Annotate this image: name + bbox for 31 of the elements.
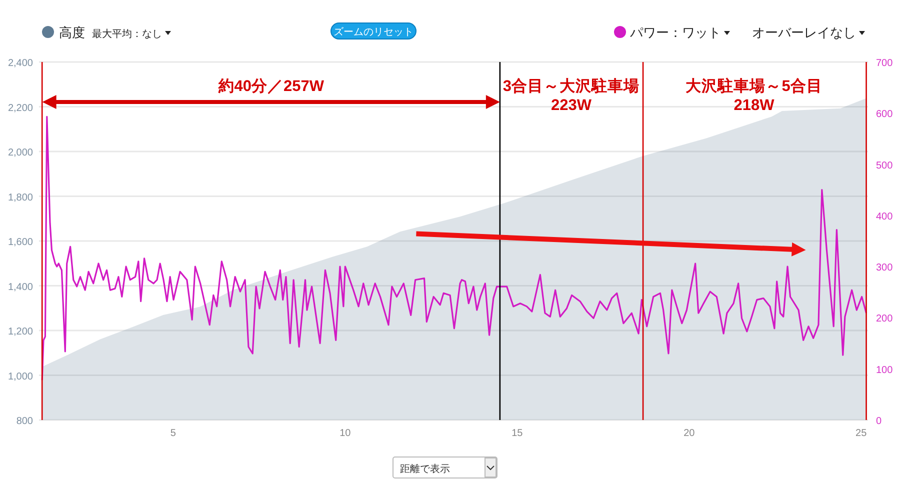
- y-tick-label: 1,200: [8, 326, 34, 338]
- text: 最大平均：なし: [92, 28, 162, 40]
- x-tick-label: 25: [856, 428, 868, 439]
- y2-tick-label: 400: [876, 211, 894, 222]
- y2-tick-label: 100: [876, 364, 894, 376]
- legend-label: パワー：ワット: [629, 25, 721, 40]
- y-tick-label: 2,400: [8, 58, 34, 69]
- y2-tick-label: 300: [876, 262, 894, 274]
- x-tick-label: 10: [340, 428, 352, 439]
- y-tick-label: 1,400: [8, 282, 34, 293]
- y-tick-label: 2,000: [8, 148, 34, 158]
- y2-tick-label: 500: [876, 160, 894, 172]
- x-tick-label: 15: [512, 428, 524, 439]
- y2-tick-label: 600: [876, 109, 894, 120]
- annotation: 大沢駐車場～5合目 218W: [686, 77, 822, 114]
- y-tick-label: 1,800: [8, 192, 34, 204]
- text: ズームのリセット: [334, 26, 414, 38]
- annotation: 約40分／257W: [217, 77, 324, 95]
- y-tick-label: 1,600: [8, 237, 34, 248]
- y-tick-label: 2,200: [8, 102, 34, 114]
- text: オーバーレイなし: [752, 25, 856, 40]
- annotation: 3合目～大沢駐車場 223W: [502, 77, 640, 114]
- x-tick-label: 5: [170, 428, 176, 439]
- y2-tick-label: 200: [876, 314, 894, 325]
- y2-tick-label: 0: [876, 416, 882, 427]
- y-tick-label: 800: [16, 416, 34, 427]
- y2-tick-label: 700: [876, 58, 894, 69]
- legend-label: 高度: [59, 25, 85, 40]
- y-tick-label: 1,000: [8, 371, 34, 382]
- text: 距離で表示: [400, 463, 450, 475]
- x-tick-label: 20: [684, 428, 696, 439]
